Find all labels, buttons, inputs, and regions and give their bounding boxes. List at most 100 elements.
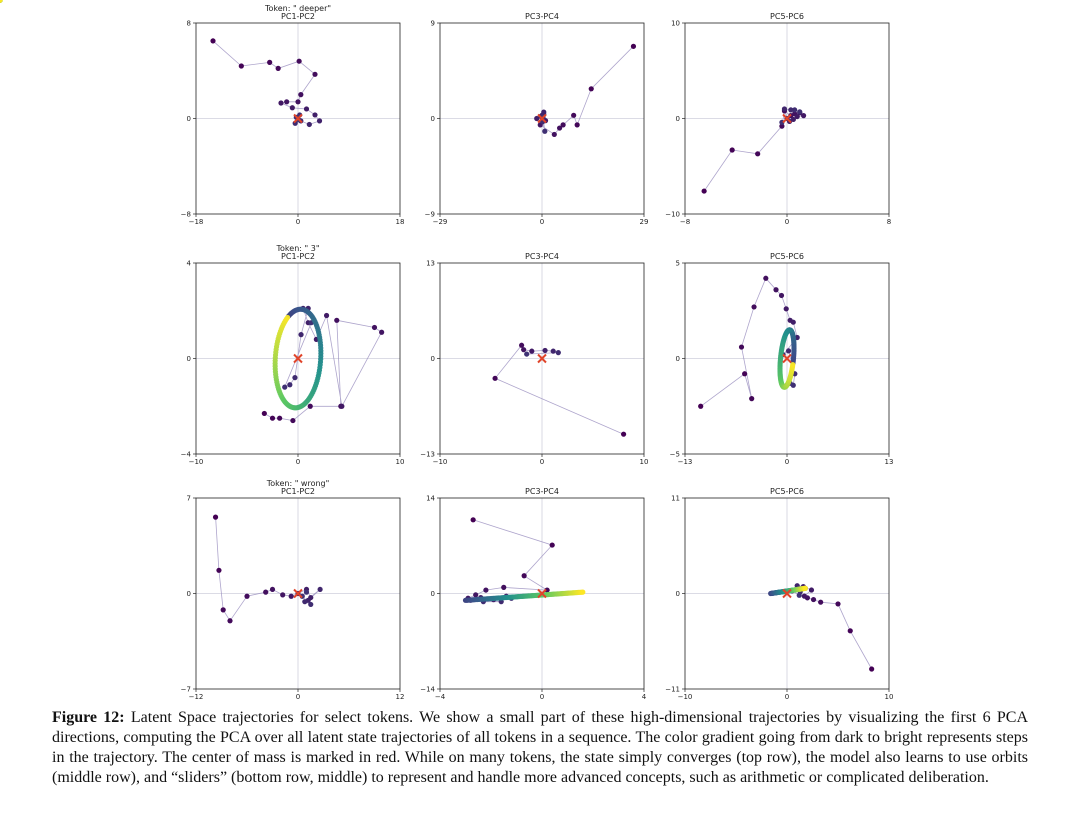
x-tick-label: −18 — [189, 218, 204, 226]
x-tick-label: −4 — [435, 693, 446, 700]
trajectory-point — [290, 417, 296, 424]
x-tick-label: −29 — [433, 218, 448, 226]
trajectory-point — [278, 100, 284, 106]
trajectory-point — [269, 586, 276, 593]
x-tick-label: 0 — [296, 218, 300, 226]
chart-panel-1: −18 0 18 −8 0 8 Token: " deeper"PC1-PC2 — [181, 4, 405, 226]
trajectory-point — [238, 63, 244, 69]
trajectory-point — [779, 123, 785, 129]
x-tick-label: 13 — [885, 458, 894, 466]
trajectory-point — [269, 415, 276, 421]
y-tick-label: 0 — [676, 115, 680, 123]
trajectory-point — [263, 589, 269, 595]
trajectory-point — [785, 348, 792, 354]
y-tick-label: 11 — [671, 495, 680, 503]
trajectory-point — [267, 59, 273, 65]
trajectory-point — [284, 99, 290, 105]
y-tick-label: −10 — [665, 211, 680, 219]
orbit-point — [284, 314, 291, 321]
x-tick-label: 0 — [296, 458, 300, 466]
chart-panel-8: −4 0 4 −14 0 14 PC3-PC4 — [420, 487, 647, 700]
trajectory-point — [334, 317, 340, 323]
trajectory-point — [277, 415, 283, 421]
trajectory-point — [630, 43, 637, 49]
x-tick-label: −13 — [678, 458, 693, 466]
y-tick-label: 0 — [676, 590, 680, 598]
trajectory-point — [749, 396, 755, 402]
trajectory-point — [210, 38, 216, 44]
x-tick-label: 0 — [296, 693, 300, 700]
trajectory-point — [317, 586, 323, 593]
trajectory-point — [483, 587, 489, 593]
trajectory-point — [788, 107, 794, 113]
y-tick-label: 0 — [431, 590, 435, 598]
trajectory-point — [292, 375, 298, 381]
token-label: Token: " wrong" — [266, 479, 330, 488]
trajectory-point — [755, 151, 761, 157]
trajectory-point — [316, 118, 323, 124]
trajectory-point — [288, 593, 294, 599]
panel-title: PC1-PC2 — [281, 252, 315, 261]
trajectory-point — [524, 351, 530, 357]
chart-panel-4: −10 0 10 −4 0 4 Token: " 3"PC1-PC2 — [181, 244, 405, 466]
trajectory-point — [542, 128, 548, 134]
y-tick-label: 5 — [676, 260, 680, 268]
trajectory-point — [303, 589, 310, 595]
trajectory-point — [773, 287, 779, 293]
trajectory-point — [287, 382, 293, 388]
trajectory-point — [588, 86, 594, 92]
y-tick-label: 4 — [187, 260, 192, 268]
trajectory-point — [470, 517, 476, 523]
trajectory-point — [810, 596, 817, 603]
trajectory-point — [701, 188, 707, 194]
figure-caption: Figure 12: Latent Space trajectories for… — [52, 708, 1028, 788]
slider-point — [802, 585, 808, 591]
trajectory-point — [282, 384, 288, 390]
trajectory-point — [261, 410, 267, 417]
trajectory-point — [521, 573, 527, 579]
x-tick-label: 0 — [540, 693, 544, 700]
center-of-mass-marker — [537, 588, 547, 599]
y-tick-label: −7 — [181, 686, 191, 694]
x-tick-label: 12 — [396, 693, 405, 700]
center-of-mass-marker — [293, 353, 303, 364]
trajectory-point — [473, 592, 479, 598]
trajectory-point — [549, 542, 555, 548]
trajectory-point — [307, 403, 313, 409]
trajectory-point — [792, 107, 798, 113]
x-tick-label: −10 — [433, 458, 448, 466]
panel-title: PC5-PC6 — [770, 12, 804, 21]
center-of-mass-marker — [537, 113, 547, 124]
x-tick-label: 10 — [885, 693, 894, 700]
panel-title: PC5-PC6 — [770, 252, 804, 261]
trajectory-point — [534, 115, 540, 122]
x-tick-label: 10 — [396, 458, 405, 466]
y-tick-label: 7 — [187, 495, 191, 503]
trajectory-point — [742, 371, 748, 377]
y-tick-label: 0 — [187, 590, 191, 598]
x-tick-label: 0 — [785, 458, 789, 466]
trajectory-point — [794, 113, 800, 120]
trajectory-point — [800, 113, 807, 119]
chart-panel-2: −29 0 29 −9 0 9 PC3-PC4 — [425, 12, 649, 226]
y-tick-label: 8 — [187, 20, 191, 28]
x-tick-label: 18 — [396, 218, 405, 226]
trajectory-point — [797, 109, 803, 115]
trajectory-point — [275, 65, 281, 71]
trajectory-point — [778, 292, 785, 299]
trajectory-point — [574, 122, 580, 128]
trajectory-point — [295, 99, 301, 105]
trajectory-point — [808, 587, 815, 593]
x-tick-label: −12 — [189, 693, 204, 700]
token-label: Token: " deeper" — [264, 4, 331, 13]
trajectory-point — [289, 105, 295, 111]
trajectory-point — [312, 71, 318, 77]
x-tick-label: −10 — [678, 693, 693, 700]
trajectory-path — [264, 308, 383, 422]
trajectory-point — [298, 332, 304, 338]
trajectory-point — [501, 584, 507, 590]
x-tick-label: 0 — [785, 218, 789, 226]
y-tick-label: 10 — [671, 20, 680, 28]
trajectory-path — [467, 519, 553, 603]
trajectory-point — [323, 312, 330, 319]
